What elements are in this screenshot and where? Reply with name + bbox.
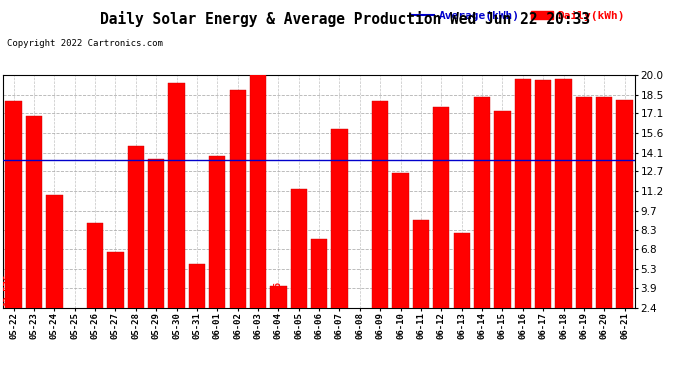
Bar [87,224,104,339]
Bar [230,90,246,339]
Text: 8.768: 8.768 [90,282,99,306]
Text: 4.016: 4.016 [274,282,283,306]
Text: 13.884: 13.884 [213,276,221,306]
Bar [393,172,408,339]
Text: 18.872: 18.872 [233,276,242,306]
Bar [372,101,388,339]
Legend: Average(kWh), Daily(kWh): Average(kWh), Daily(kWh) [407,6,629,25]
Bar [413,220,429,339]
Bar [189,264,205,339]
Bar [108,252,124,339]
Bar [168,83,185,339]
Text: 16.904: 16.904 [30,276,39,306]
Text: 18.368: 18.368 [580,276,589,306]
Bar [311,238,327,339]
Text: 13.576: 13.576 [3,273,12,306]
Bar [515,80,531,339]
Text: Copyright 2022 Cartronics.com: Copyright 2022 Cartronics.com [7,39,163,48]
Bar [474,97,490,339]
Text: 17.564: 17.564 [437,276,446,306]
Text: 19.652: 19.652 [539,276,548,306]
Text: 18.112: 18.112 [620,276,629,306]
Text: 19.668: 19.668 [559,276,568,306]
Bar [270,286,286,339]
Text: 18.320: 18.320 [477,276,486,306]
Text: 15.880: 15.880 [335,276,344,306]
Text: 10.880: 10.880 [50,276,59,306]
Bar [46,195,63,339]
Text: 5.684: 5.684 [193,282,201,306]
Text: 19.664: 19.664 [518,276,527,306]
Bar [453,233,470,339]
Text: 18.064: 18.064 [9,276,18,306]
Bar [596,97,613,339]
Bar [433,107,449,339]
Text: 12.616: 12.616 [396,276,405,306]
Bar [209,156,226,339]
Text: 14.656: 14.656 [131,276,140,306]
Text: 19.376: 19.376 [172,276,181,306]
Bar [6,100,22,339]
Text: 7.620: 7.620 [315,282,324,306]
Text: 6.632: 6.632 [111,282,120,306]
Text: 18.312: 18.312 [600,276,609,306]
Text: 20.908: 20.908 [253,276,262,306]
Text: 11.408: 11.408 [294,276,304,306]
Bar [250,63,266,339]
Text: 9.052: 9.052 [417,282,426,306]
Bar [290,189,307,339]
Bar [128,146,144,339]
Bar [555,80,571,339]
Text: 8.032: 8.032 [457,282,466,306]
Text: Daily Solar Energy & Average Production Wed Jun 22 20:33: Daily Solar Energy & Average Production … [100,11,590,27]
Bar [148,159,164,339]
Bar [575,96,592,339]
Text: 13.608: 13.608 [152,276,161,306]
Text: 13.576: 13.576 [627,273,635,306]
Bar [616,100,633,339]
Bar [494,111,511,339]
Bar [331,129,348,339]
Text: 18.044: 18.044 [376,276,385,306]
Bar [26,116,42,339]
Text: 17.300: 17.300 [498,276,507,306]
Bar [535,80,551,339]
